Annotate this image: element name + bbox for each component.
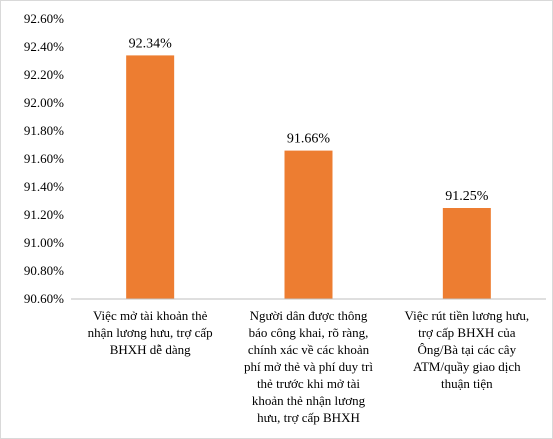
y-tick-label: 92.60%: [24, 11, 64, 26]
y-tick-label: 91.60%: [24, 151, 64, 166]
y-tick-label: 92.40%: [24, 39, 64, 54]
y-tick-label: 91.00%: [24, 235, 64, 250]
x-category-label: Việc rút tiền lương hưu, trợ cấp BHXH củ…: [404, 308, 530, 391]
bars-group: 92.34% 91.66% 91.25%: [126, 36, 491, 300]
x-category-label: Việc mở tài khoản thẻ nhận lương hưu, tr…: [87, 308, 213, 357]
y-tick-label: 92.00%: [24, 95, 64, 110]
y-tick-label: 90.80%: [24, 263, 64, 278]
y-tick-label: 91.20%: [24, 207, 64, 222]
bar: [126, 55, 175, 300]
data-label: 92.34%: [129, 36, 173, 51]
data-label: 91.25%: [445, 189, 489, 204]
y-tick-label: 90.60%: [24, 291, 64, 306]
bar: [284, 150, 333, 299]
x-category-label: Người dân được thông báo công khai, rõ r…: [244, 308, 373, 425]
bar: [442, 208, 491, 299]
y-tick-label: 91.40%: [24, 179, 64, 194]
y-axis: 90.60% 90.80% 91.00% 91.20% 91.40% 91.60% 91.8…: [24, 11, 64, 306]
data-label: 91.66%: [287, 132, 331, 147]
y-tick-label: 91.80%: [24, 123, 64, 138]
y-tick-label: 92.20%: [24, 67, 64, 82]
